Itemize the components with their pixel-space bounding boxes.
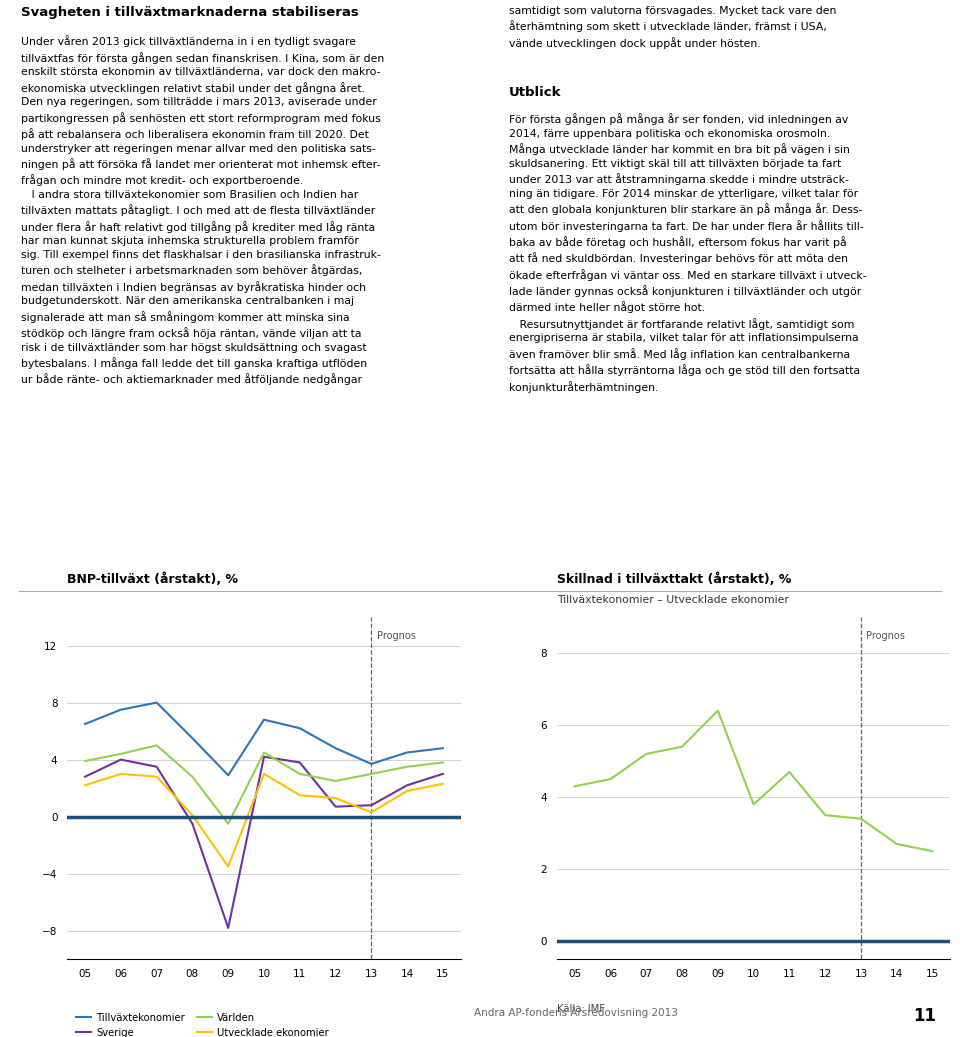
Text: Andra AP-fondens Årsredovisning 2013: Andra AP-fondens Årsredovisning 2013	[474, 1007, 678, 1018]
Text: BNP-tillväxt (årstakt), %: BNP-tillväxt (årstakt), %	[67, 572, 238, 586]
Text: Utblick: Utblick	[509, 86, 562, 99]
Text: För första gången på många år ser fonden, vid inledningen av
2014, färre uppenba: För första gången på många år ser fonden…	[509, 113, 867, 393]
Text: 11: 11	[913, 1007, 936, 1025]
Text: Skillnad i tillväxttakt (årstakt), %: Skillnad i tillväxttakt (årstakt), %	[557, 572, 791, 586]
Text: Under våren 2013 gick tillväxtländerna in i en tydligt svagare
tillväxtfas för f: Under våren 2013 gick tillväxtländerna i…	[21, 35, 384, 386]
Text: Tillväxtekonomier – Utvecklade ekonomier: Tillväxtekonomier – Utvecklade ekonomier	[557, 595, 789, 605]
Text: Svagheten i tillväxtmarknaderna stabiliseras: Svagheten i tillväxtmarknaderna stabilis…	[21, 6, 359, 19]
Text: Prognos: Prognos	[376, 632, 416, 641]
Text: samtidigt som valutorna försvagades. Mycket tack vare den
återhämtning som skett: samtidigt som valutorna försvagades. Myc…	[509, 6, 836, 49]
Text: Prognos: Prognos	[866, 632, 905, 642]
Text: Källa: IMF: Källa: IMF	[557, 1004, 605, 1014]
Legend: Tillväxtekonomier, Sverige, Världen, Utvecklade ekonomier: Tillväxtekonomier, Sverige, Världen, Utv…	[72, 1009, 333, 1037]
